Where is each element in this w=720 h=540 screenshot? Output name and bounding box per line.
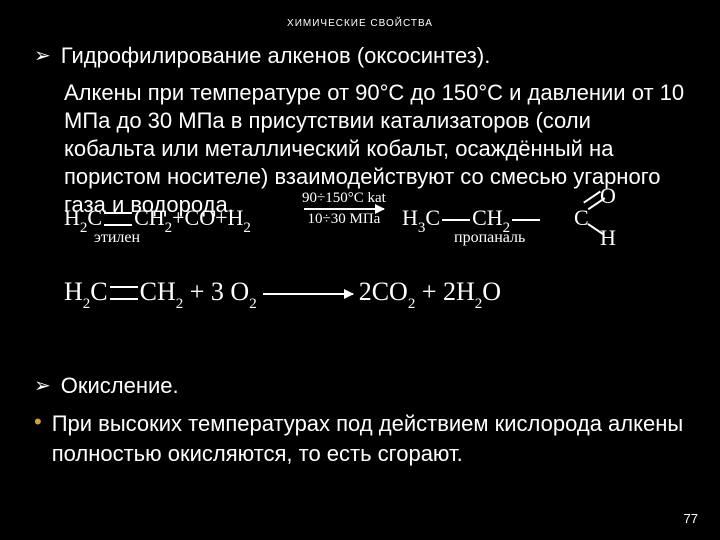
heading-row-2: ➢ Окисление. bbox=[34, 373, 686, 399]
r2: H2CCH2 + 3 O22CO2 + 2H2O bbox=[64, 277, 501, 311]
single-bond-icon bbox=[442, 219, 470, 221]
arrow-bottom-label: 10÷30 МПа bbox=[308, 212, 381, 227]
r1-label-left: этилен bbox=[94, 229, 140, 247]
paragraph-2-row: • При высоких температурах под действием… bbox=[34, 409, 686, 469]
heading-row-1: ➢ Гидрофилирование алкенов (оксосинтез). bbox=[34, 43, 686, 69]
dot-bullet-icon: • bbox=[34, 409, 42, 435]
single-bond-icon bbox=[512, 219, 540, 221]
reactions-area: H2CCH2+CO+H2 этилен 90÷150°C kat 10÷30 М… bbox=[34, 219, 686, 369]
arrow-bullet-icon: ➢ bbox=[34, 43, 51, 69]
paragraph-2: При высоких температурах под действием к… bbox=[52, 409, 686, 469]
arrow-bullet-icon: ➢ bbox=[34, 373, 51, 399]
double-bond-icon bbox=[104, 212, 132, 226]
heading-1: Гидрофилирование алкенов (оксосинтез). bbox=[61, 43, 491, 69]
page-number: 77 bbox=[684, 511, 698, 526]
double-bond-icon bbox=[110, 286, 138, 300]
aldehyde-c: C bbox=[574, 205, 589, 231]
r1-left: H2CCH2+CO+H2 bbox=[64, 205, 251, 235]
super-title: ХИМИЧЕСКИЕ СВОЙСТВА bbox=[34, 18, 686, 29]
arrow-icon bbox=[263, 293, 353, 295]
arrow-top-label: 90÷150°C kat bbox=[302, 191, 386, 206]
r1-arrow: 90÷150°C kat 10÷30 МПа bbox=[302, 191, 386, 227]
slide: ХИМИЧЕСКИЕ СВОЙСТВА ➢ Гидрофилирование а… bbox=[0, 0, 720, 540]
r1-label-right: пропаналь bbox=[454, 229, 525, 247]
heading-2: Окисление. bbox=[61, 373, 179, 399]
aldehyde-h: H bbox=[600, 225, 616, 251]
arrow-icon bbox=[304, 208, 384, 210]
